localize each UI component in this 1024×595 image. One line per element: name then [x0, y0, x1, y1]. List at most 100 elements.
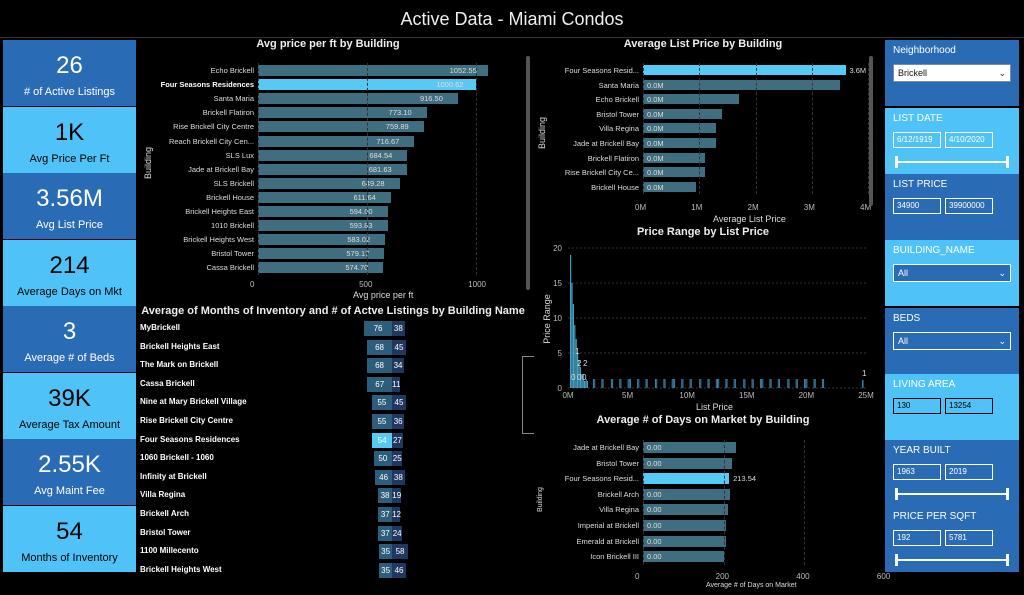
- date-range-slider[interactable]: [893, 156, 1011, 168]
- bar[interactable]: [258, 135, 415, 147]
- category-label: Santa Maria: [213, 94, 254, 104]
- listings-bar[interactable]: 12: [392, 507, 401, 522]
- bar[interactable]: [258, 206, 388, 217]
- kpi-value: 214: [49, 251, 90, 279]
- months-bar[interactable]: 37: [378, 525, 393, 541]
- bar[interactable]: [258, 248, 385, 260]
- slider-handle-left[interactable]: [895, 554, 898, 566]
- slider-handle-right[interactable]: [1006, 488, 1009, 500]
- sqft-range-slider[interactable]: [893, 554, 1011, 566]
- days-on-market-chart[interactable]: Average # of Days on Market by Building …: [537, 414, 890, 594]
- months-bar[interactable]: 37: [378, 507, 393, 522]
- kpi-label: Average Tax Amount: [18, 418, 121, 431]
- min-sqft-input[interactable]: 192: [893, 530, 941, 546]
- bar[interactable]: [643, 488, 730, 500]
- tick-label: 15M: [739, 391, 755, 400]
- months-bar[interactable]: 67: [367, 376, 393, 392]
- bar[interactable]: [258, 163, 407, 175]
- bar[interactable]: [643, 457, 732, 469]
- data-label: 0.0M: [647, 109, 664, 119]
- min-year-input[interactable]: 1963: [893, 464, 941, 480]
- bar[interactable]: [643, 551, 724, 563]
- bar[interactable]: [258, 191, 392, 203]
- bar[interactable]: [643, 94, 739, 105]
- data-label: 0.00: [647, 505, 662, 515]
- inventory-chart[interactable]: Average of Months of Inventory and # of …: [138, 303, 534, 593]
- price-per-ft-chart[interactable]: Avg price per ft by Building Building Ec…: [138, 38, 534, 303]
- slider-handle-right[interactable]: [1006, 156, 1009, 168]
- building-dropdown[interactable]: All ⌄: [893, 264, 1011, 282]
- bar[interactable]: [258, 107, 427, 119]
- listings-bar[interactable]: 27: [392, 432, 403, 448]
- bar[interactable]: [643, 181, 697, 192]
- bar[interactable]: [258, 149, 408, 161]
- bar[interactable]: [643, 535, 726, 547]
- bar[interactable]: [643, 123, 717, 134]
- min-area-input[interactable]: 130: [893, 398, 941, 414]
- max-area-input[interactable]: 13254: [945, 398, 993, 414]
- slider-handle-left[interactable]: [895, 156, 898, 168]
- bar[interactable]: [643, 167, 705, 178]
- months-bar[interactable]: 35: [379, 562, 393, 578]
- listings-bar[interactable]: 24: [392, 525, 403, 541]
- slider-handle-right[interactable]: [1006, 554, 1009, 566]
- listings-bar[interactable]: 45: [392, 395, 406, 411]
- months-bar[interactable]: 38: [378, 488, 393, 504]
- bar[interactable]: [258, 65, 488, 76]
- listings-bar[interactable]: 38: [392, 469, 405, 485]
- bar[interactable]: [258, 220, 388, 232]
- category-label: Brickell Arch: [597, 489, 639, 499]
- bar[interactable]: [643, 108, 722, 119]
- bar[interactable]: [258, 121, 424, 133]
- bar[interactable]: [258, 177, 400, 189]
- listings-bar[interactable]: 19: [392, 488, 402, 504]
- list-price-chart[interactable]: Average List Price by Building Building …: [537, 38, 880, 228]
- months-bar[interactable]: 68: [366, 358, 393, 374]
- bar: [582, 374, 584, 388]
- bar[interactable]: [258, 262, 384, 274]
- months-bar[interactable]: 76: [364, 321, 393, 336]
- listings-bar[interactable]: 11: [392, 376, 400, 392]
- listings-bar[interactable]: 46: [392, 562, 406, 578]
- bar[interactable]: [258, 234, 386, 246]
- bar: [699, 379, 701, 388]
- slider-handle-left[interactable]: [895, 488, 898, 500]
- listings-bar[interactable]: 38: [392, 321, 405, 336]
- min-price-input[interactable]: 34900: [893, 198, 941, 214]
- max-sqft-input[interactable]: 5781: [945, 530, 993, 546]
- to-date-input[interactable]: 4/10/2020: [945, 132, 993, 148]
- max-year-input[interactable]: 2019: [945, 464, 993, 480]
- listings-bar[interactable]: 45: [392, 339, 406, 355]
- listings-bar[interactable]: 25: [392, 451, 403, 467]
- listings-bar[interactable]: 36: [392, 414, 405, 429]
- bar[interactable]: [643, 504, 728, 516]
- listings-bar[interactable]: 34: [392, 358, 404, 374]
- beds-dropdown[interactable]: All ⌄: [893, 332, 1011, 350]
- from-date-input[interactable]: 6/12/1919: [893, 132, 941, 148]
- category-label: Villa Regina: [599, 505, 639, 515]
- months-bar[interactable]: 68: [366, 339, 393, 355]
- kpi-value: 1K: [54, 118, 85, 146]
- months-bar[interactable]: 55: [371, 414, 393, 429]
- bar[interactable]: [643, 442, 736, 453]
- bar[interactable]: [643, 152, 705, 163]
- bar[interactable]: [258, 93, 458, 105]
- months-bar[interactable]: 35: [379, 544, 393, 560]
- max-price-input[interactable]: 39900000: [945, 198, 993, 214]
- neighborhood-dropdown[interactable]: Brickell ⌄: [893, 64, 1011, 82]
- listings-bar[interactable]: 58: [392, 544, 409, 560]
- months-bar[interactable]: 46: [375, 469, 393, 485]
- bar[interactable]: [643, 520, 726, 531]
- months-bar[interactable]: 55: [371, 395, 393, 411]
- scrollbar[interactable]: [526, 56, 530, 290]
- months-bar[interactable]: 50: [373, 451, 393, 467]
- year-range-slider[interactable]: [893, 488, 1011, 500]
- bar[interactable]: [643, 138, 717, 148]
- bar[interactable]: [643, 473, 730, 485]
- bar[interactable]: [643, 79, 840, 90]
- scrollbar[interactable]: [869, 56, 873, 206]
- months-bar[interactable]: 54: [372, 432, 393, 448]
- bar[interactable]: [643, 65, 846, 75]
- tick-label: 400: [796, 572, 810, 581]
